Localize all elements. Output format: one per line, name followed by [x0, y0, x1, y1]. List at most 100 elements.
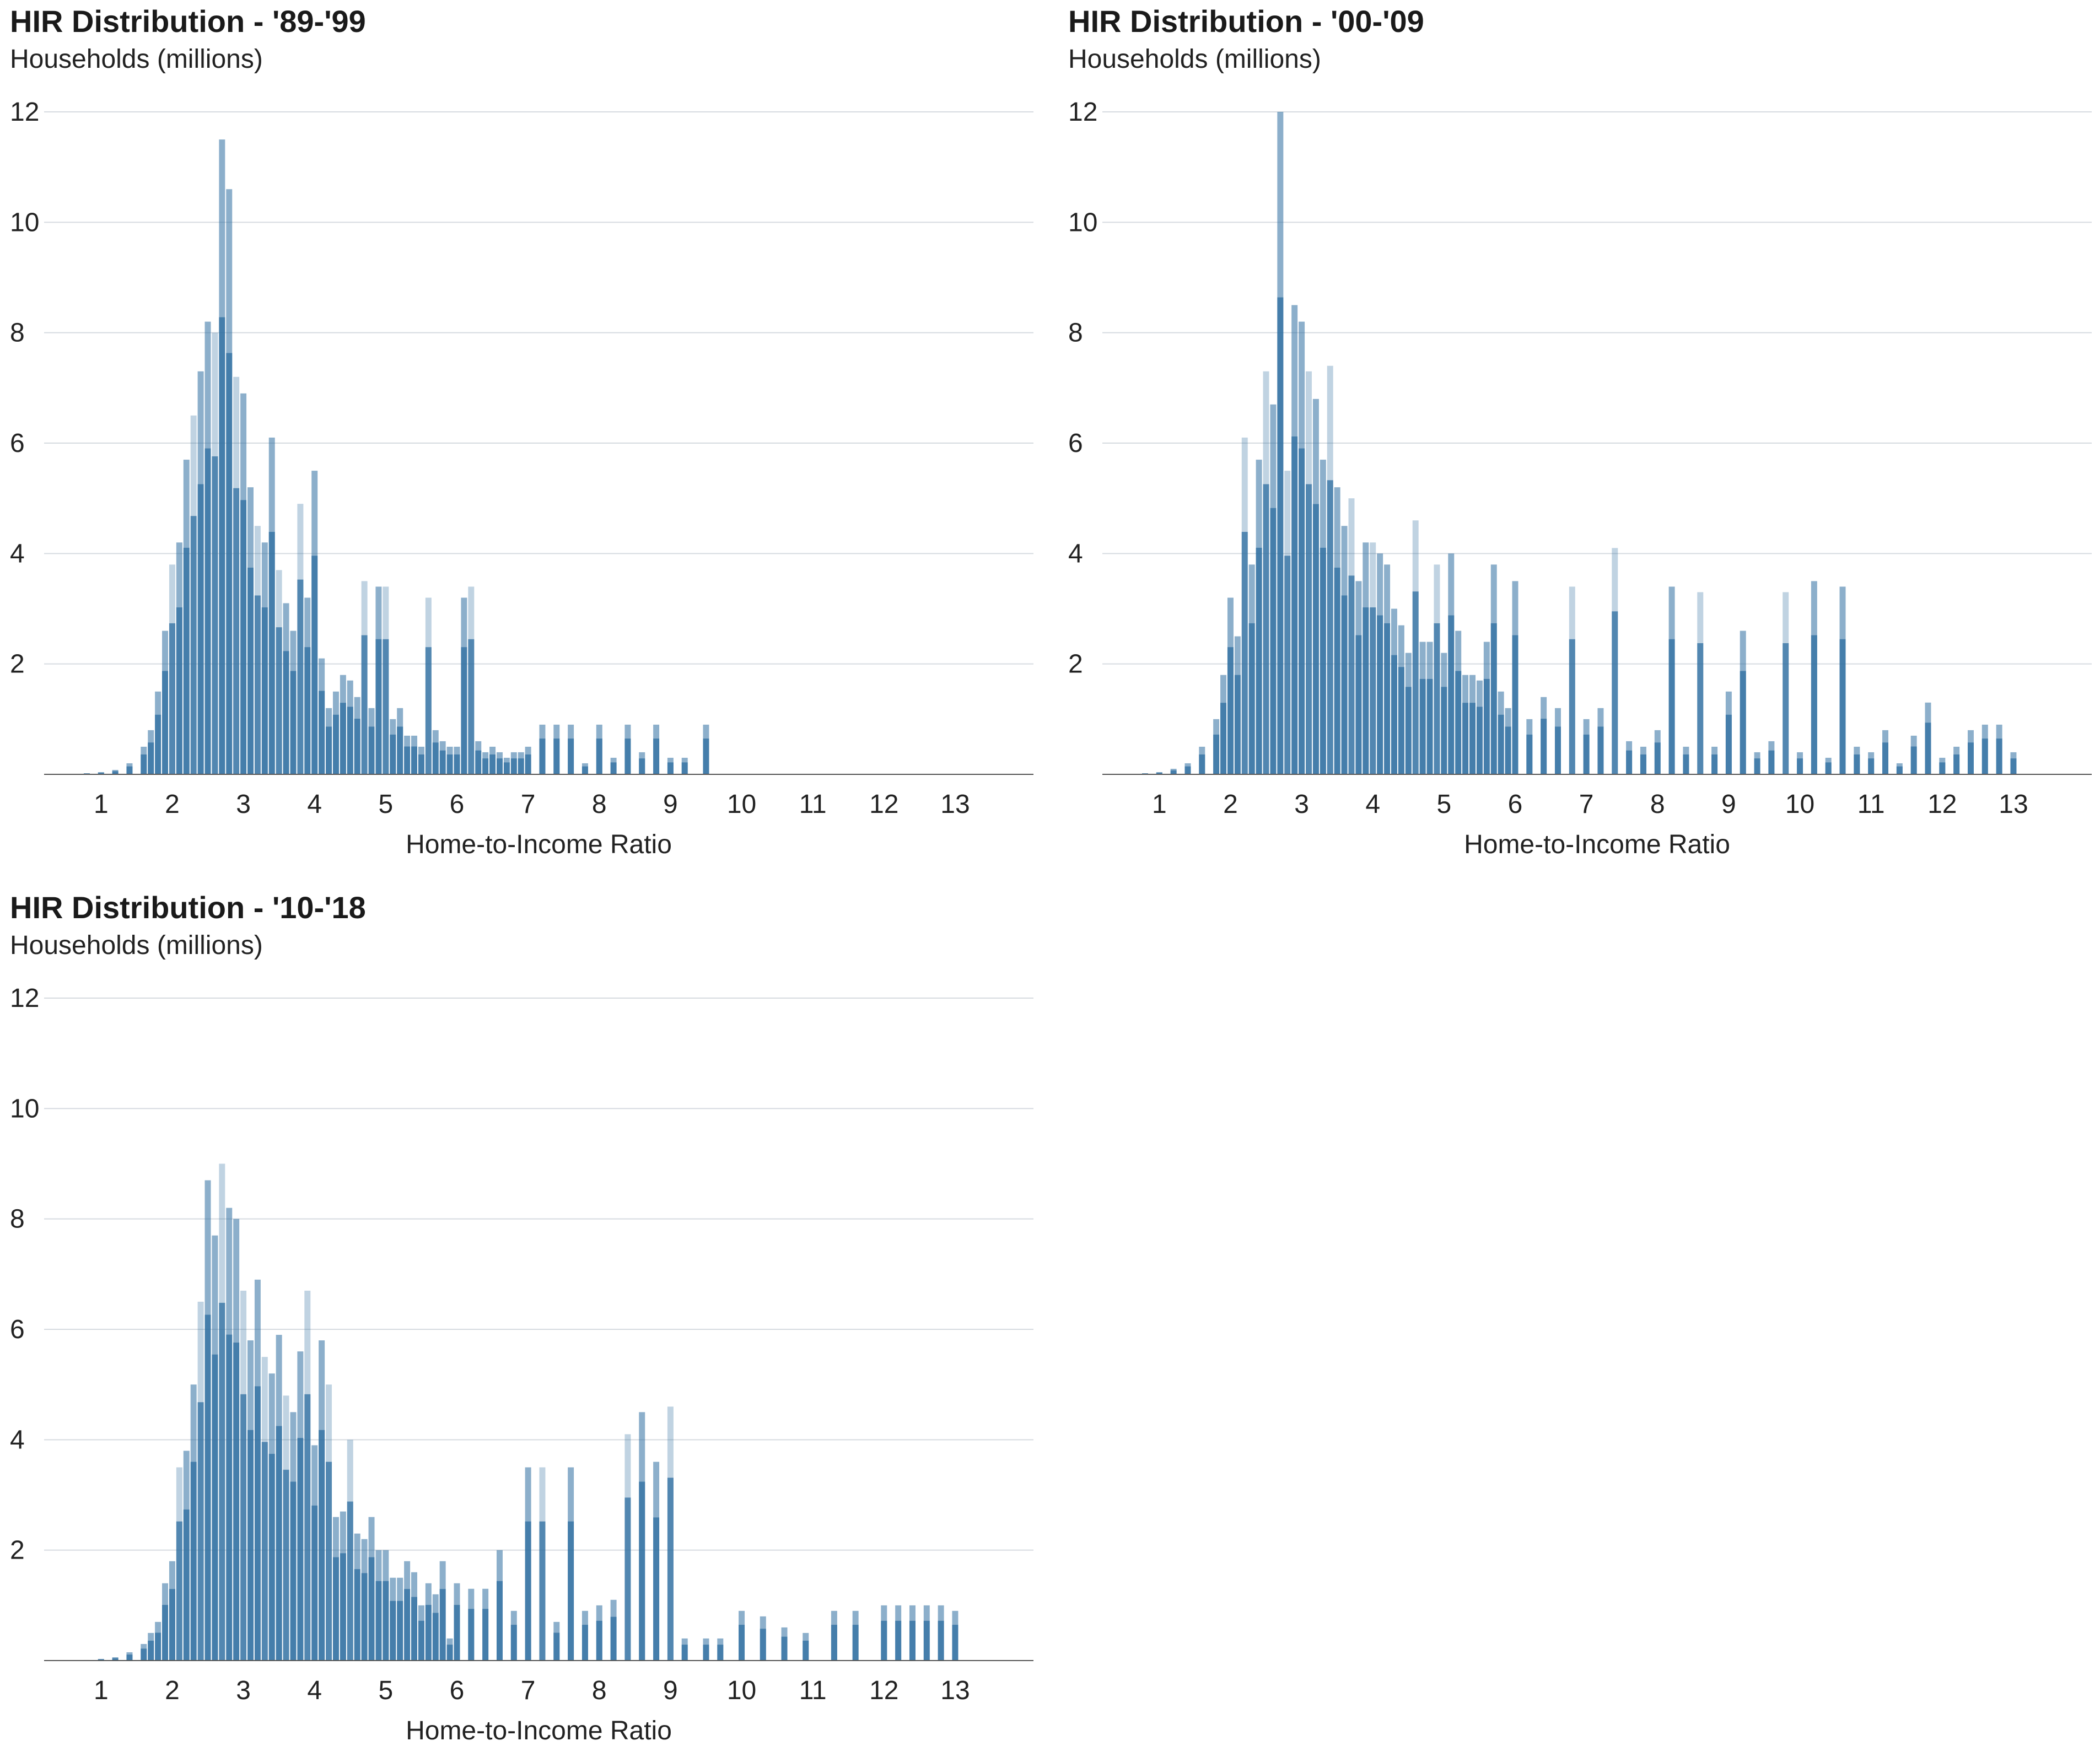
bar-core: [482, 758, 489, 774]
bar-core: [1391, 655, 1397, 774]
bar-core: [1241, 532, 1248, 774]
y-tick-label: 12: [1068, 98, 1097, 127]
bar-core: [283, 1469, 289, 1661]
bar-core: [667, 762, 674, 774]
bar-core: [1263, 484, 1269, 774]
bar-core: [276, 1426, 282, 1661]
y-tick-label: 12: [10, 984, 39, 1013]
bar-core: [1405, 687, 1412, 774]
y-tick-label: 6: [1068, 429, 1083, 458]
x-tick-label: 13: [940, 1676, 970, 1705]
bar-core: [681, 1645, 688, 1661]
bar-core: [1377, 615, 1383, 774]
bar-core: [268, 1453, 275, 1661]
bar-core: [1348, 575, 1355, 774]
x-tick-label: 6: [450, 1676, 465, 1705]
bar-core: [1526, 734, 1533, 774]
x-tick-label: 1: [1152, 790, 1167, 819]
bar-core: [311, 1505, 318, 1661]
bar-core: [1291, 436, 1298, 774]
bar-core: [489, 754, 496, 774]
y-tick-label: 12: [10, 98, 39, 127]
x-tick-label: 8: [1650, 790, 1665, 819]
bar-core: [418, 754, 424, 774]
x-tick-label: 7: [521, 1676, 536, 1705]
bar-core: [212, 1354, 218, 1661]
bar-core: [525, 754, 531, 774]
x-axis-label: Home-to-Income Ratio: [406, 1716, 672, 1745]
bar-core: [909, 1620, 916, 1661]
bar-core: [852, 1625, 859, 1661]
x-tick-label: 3: [236, 790, 251, 819]
bar-core: [1683, 754, 1689, 774]
x-tick-label: 13: [940, 790, 970, 819]
bar-core: [1455, 671, 1462, 774]
bar-core: [1299, 448, 1305, 774]
x-tick-label: 2: [1223, 790, 1238, 819]
bar-core: [148, 1640, 154, 1661]
bar-core: [1490, 623, 1497, 774]
bar-core: [1384, 623, 1391, 774]
bar-core: [1569, 639, 1575, 774]
bar-core: [938, 1620, 944, 1661]
bar-core: [326, 726, 332, 774]
bar-core: [155, 1632, 161, 1661]
x-tick-label: 5: [379, 790, 394, 819]
bar-core: [319, 691, 325, 774]
bar-core: [1248, 623, 1255, 774]
bar-core: [276, 627, 282, 774]
bar-core: [1355, 635, 1362, 774]
chart-subtitle: Households (millions): [10, 931, 263, 960]
bar-core: [383, 639, 389, 774]
chart-subtitle: Households (millions): [1068, 45, 1321, 74]
bar-core: [475, 750, 482, 774]
bar-core: [169, 1589, 175, 1661]
chart-title: HIR Distribution - '00-'09: [1068, 4, 1424, 39]
bar-core: [496, 758, 503, 774]
x-tick-label: 11: [799, 1676, 827, 1705]
bar-core: [1725, 714, 1732, 774]
bar-core: [197, 484, 204, 774]
bar-core: [1953, 754, 1960, 774]
bar-core: [1910, 746, 1917, 774]
bar-core: [1398, 667, 1404, 774]
bar-core: [923, 1620, 930, 1661]
bar-core: [1426, 678, 1433, 774]
bar-core: [895, 1620, 902, 1661]
bar-core: [1626, 750, 1633, 774]
bar-core: [254, 595, 261, 774]
bar-core: [717, 1645, 724, 1661]
bar-core: [1711, 754, 1718, 774]
bar-core: [1156, 773, 1162, 774]
bar-core: [539, 739, 546, 774]
bar-core: [653, 1517, 660, 1661]
bar-core: [1697, 643, 1704, 774]
bar-core: [653, 739, 660, 774]
bar-core: [183, 1509, 190, 1661]
bar-core: [176, 607, 182, 774]
bar-core: [332, 1557, 339, 1661]
bar-core: [581, 1625, 588, 1661]
bar-core: [297, 579, 304, 774]
bar-core: [454, 1605, 460, 1661]
bar-core: [375, 639, 382, 774]
bar-core: [219, 1302, 225, 1661]
bar-core: [1811, 635, 1817, 774]
bar-core: [1462, 703, 1469, 774]
bar-core: [1312, 504, 1319, 774]
x-tick-label: 11: [1857, 790, 1885, 819]
bar-core: [219, 317, 225, 774]
bar-core: [98, 773, 104, 774]
bar-core: [1854, 754, 1860, 774]
x-tick-label: 10: [727, 1676, 756, 1705]
bar-core: [1220, 703, 1227, 774]
x-tick-label: 10: [1785, 790, 1814, 819]
bar-core: [204, 448, 211, 774]
x-tick-label: 9: [663, 1676, 678, 1705]
bar-core: [1441, 687, 1447, 774]
bar-core: [397, 1600, 403, 1661]
x-axis-label: Home-to-Income Ratio: [1464, 830, 1730, 859]
bar-core: [340, 1553, 346, 1661]
bar-core: [510, 758, 517, 774]
